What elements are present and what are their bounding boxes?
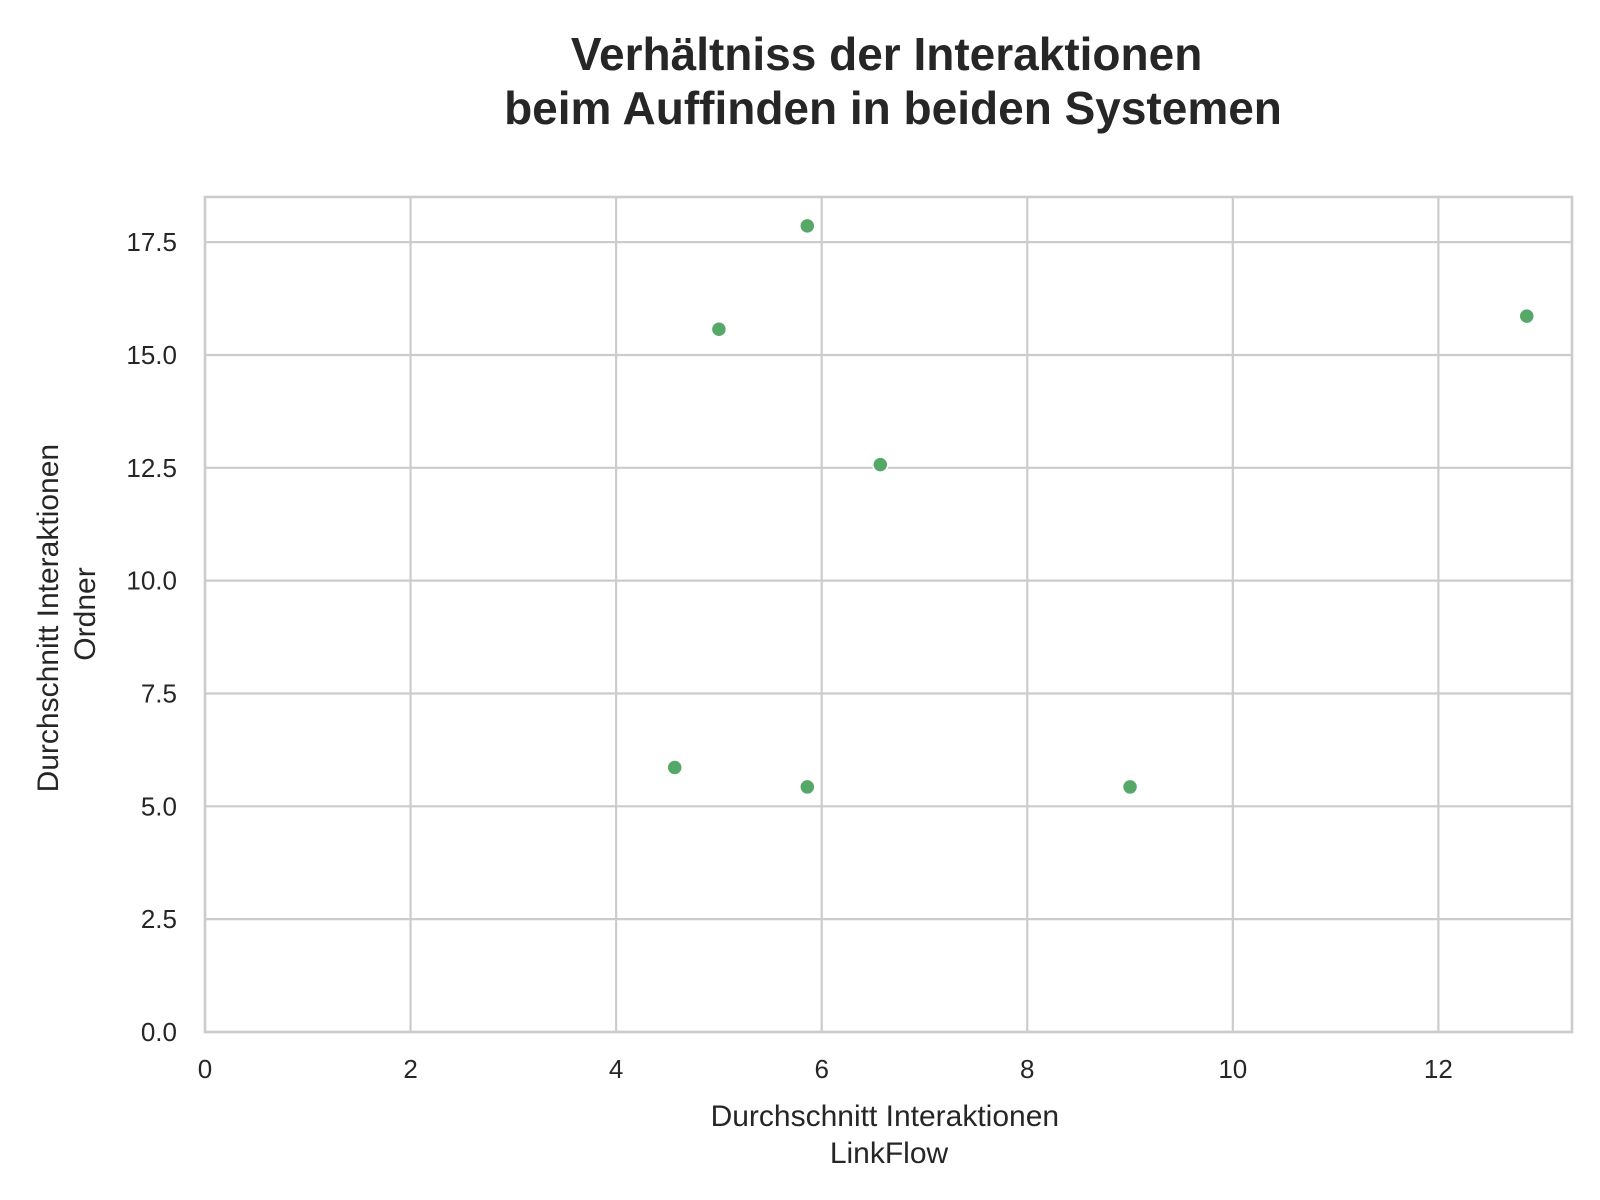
data-points [666, 217, 1536, 796]
x-tick-label: 10 [1218, 1054, 1247, 1084]
y-tick-label: 5.0 [141, 791, 177, 821]
y-tick-label: 0.0 [141, 1017, 177, 1047]
plot-area-frame [203, 195, 1574, 1034]
y-axis-label: Durchschnitt Interaktionen Ordner [32, 436, 102, 793]
y-tick-label: 10.0 [126, 566, 177, 596]
chart-title-line-1: Verhältniss der Interaktionen [571, 28, 1202, 80]
y-axis-label-line-1: Durchschnitt Interaktionen [32, 444, 65, 793]
x-axis-ticks: 0 2 4 6 8 10 12 [198, 1054, 1453, 1084]
data-point [799, 778, 816, 796]
chart-title-line-2: beim Auffinden in beiden Systemen [504, 82, 1282, 134]
x-tick-label: 8 [1020, 1054, 1034, 1084]
y-tick-label: 12.5 [126, 453, 177, 483]
grid [203, 197, 1572, 1034]
chart-title: Verhältniss der Interaktionen beim Auffi… [504, 28, 1282, 134]
data-point [1518, 307, 1536, 325]
y-tick-label: 2.5 [141, 904, 177, 934]
data-point [1121, 778, 1139, 796]
x-tick-label: 4 [609, 1054, 623, 1084]
y-tick-label: 17.5 [126, 227, 177, 257]
data-point [710, 320, 728, 338]
data-point [799, 217, 816, 235]
x-axis-label-line-2: LinkFlow [830, 1137, 949, 1170]
y-tick-label: 15.0 [126, 340, 177, 370]
data-point [666, 759, 683, 776]
x-axis-label-line-1: Durchschnitt Interaktionen [711, 1100, 1060, 1133]
x-tick-label: 12 [1424, 1054, 1453, 1084]
x-tick-label: 0 [198, 1054, 212, 1084]
x-tick-label: 2 [403, 1054, 417, 1084]
data-point [872, 456, 889, 473]
x-tick-label: 6 [814, 1054, 828, 1084]
x-axis-label: Durchschnitt Interaktionen LinkFlow [711, 1100, 1068, 1170]
y-axis-label-line-2: Ordner [69, 567, 102, 660]
y-axis-ticks: 0.0 2.5 5.0 7.5 10.0 12.5 15.0 17.5 [126, 227, 177, 1047]
y-tick-label: 7.5 [141, 678, 177, 708]
